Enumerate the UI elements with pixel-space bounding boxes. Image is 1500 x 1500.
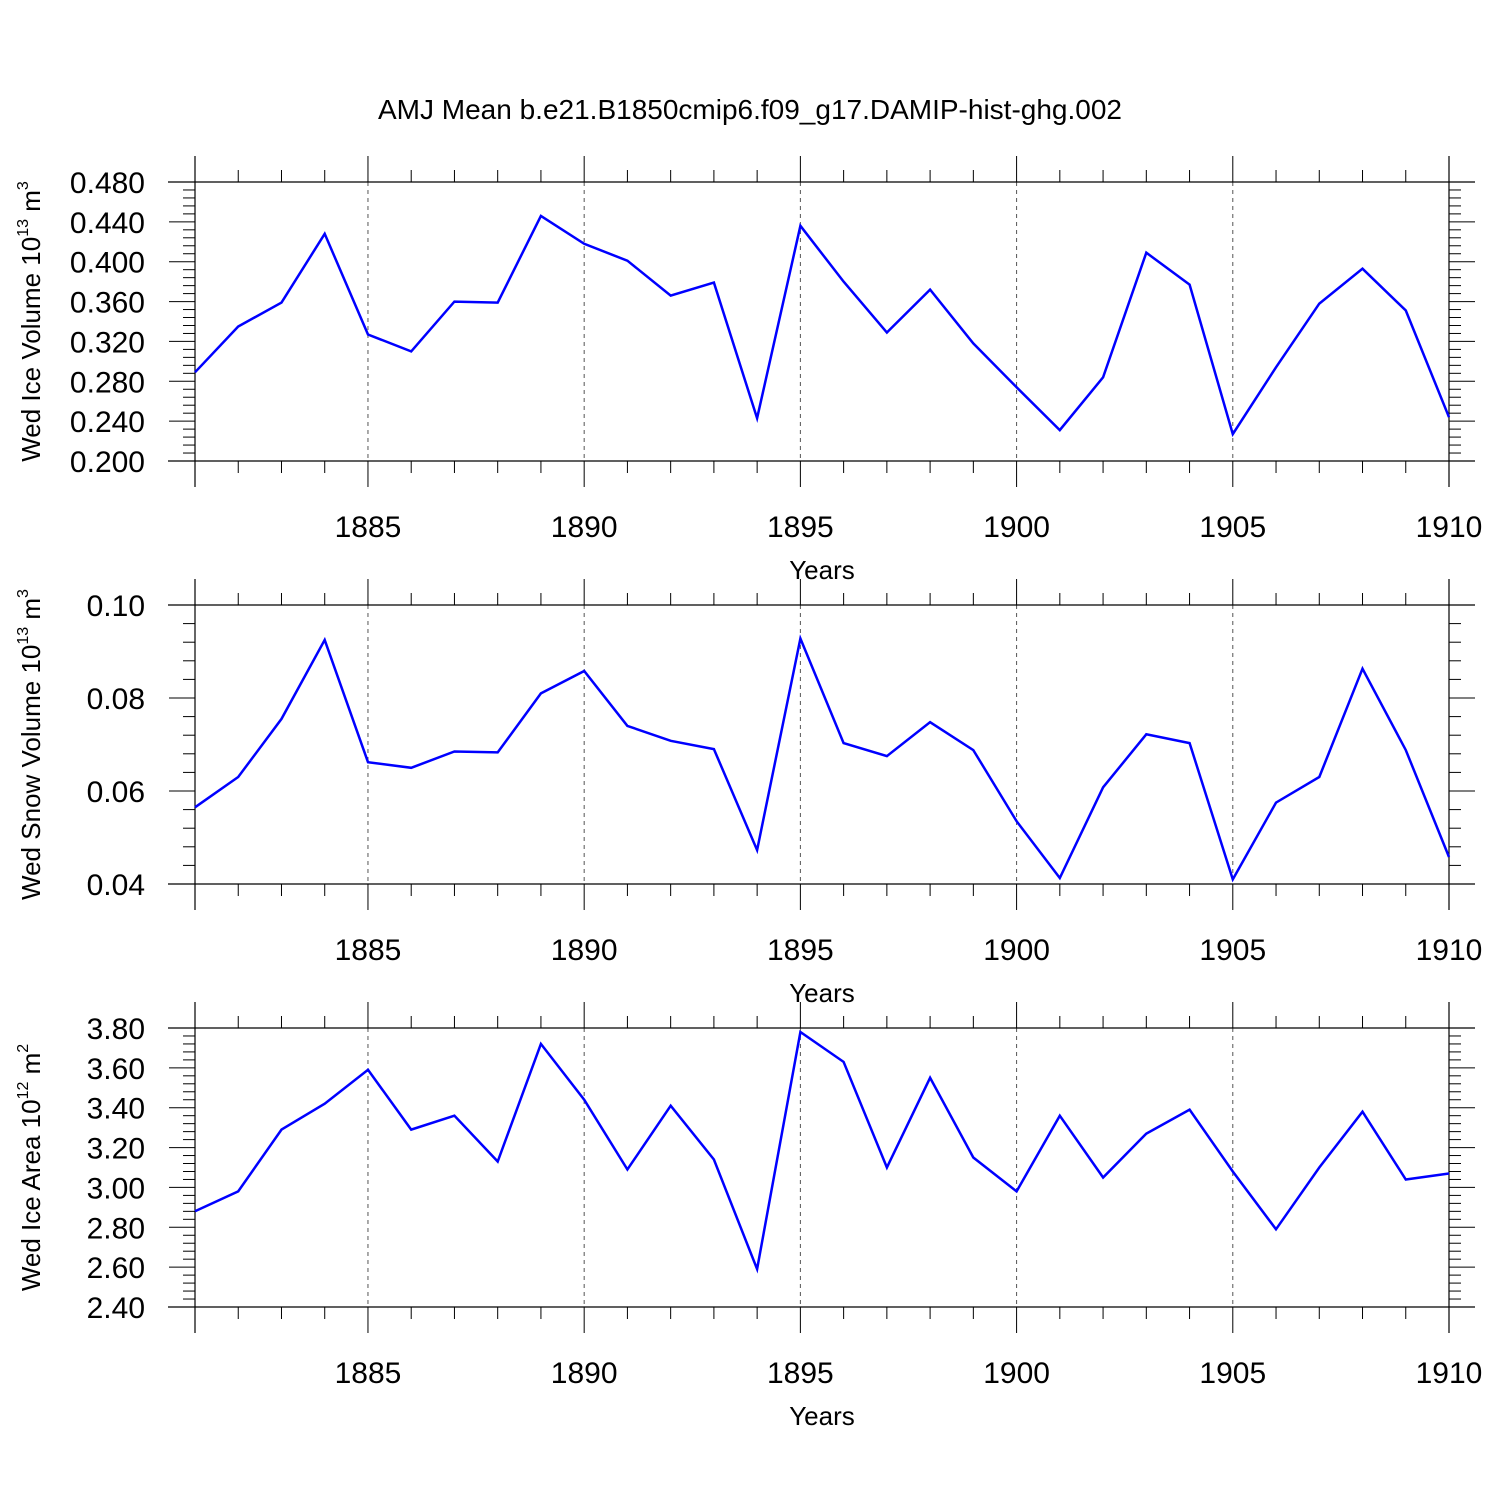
panel-3-y-tick-label: 2.80 [87, 1212, 145, 1245]
panel-2-x-tick-label: 1900 [983, 934, 1050, 967]
panel-3-x-tick-label: 1885 [335, 1357, 402, 1390]
panel-1-x-tick-label: 1900 [983, 511, 1050, 544]
panel-1-y-tick-label: 0.280 [70, 366, 145, 399]
panel-3-y-axis-label: Wed Ice Area 1012 m2 [15, 1044, 46, 1291]
panel-2-y-tick-label: 0.06 [87, 776, 145, 809]
panel-1-series-line [194, 214, 1451, 438]
panel-3-y-tick-label: 3.40 [87, 1093, 145, 1126]
panel-3-x-tick-label: 1890 [551, 1357, 618, 1390]
panel-2-x-tick-label: 1895 [767, 934, 834, 967]
panel-3-y-tick-label: 3.00 [87, 1172, 145, 1205]
panel-2-x-axis-label: Years [789, 978, 855, 1008]
panel-1-y-axis-label: Wed Ice Volume 1013 m3 [15, 181, 46, 462]
panel-1-x-tick-label: 1910 [1416, 511, 1483, 544]
panel-3-y-tick-label: 2.60 [87, 1252, 145, 1285]
panel-3-x-tick-label: 1905 [1199, 1357, 1266, 1390]
panel-1-x-tick-label: 1895 [767, 511, 834, 544]
panel-2-y-tick-label: 0.08 [87, 683, 145, 716]
panel-1-x-tick-label: 1890 [551, 511, 618, 544]
panel-2-y-tick-label: 0.10 [87, 590, 145, 623]
panel-3-series-line [194, 1029, 1450, 1274]
chart-title: AMJ Mean b.e21.B1850cmip6.f09_g17.DAMIP-… [378, 94, 1122, 125]
panel-3-y-tick-label: 3.60 [87, 1053, 145, 1086]
panel-1-x-axis-label: Years [789, 555, 855, 585]
panel-2-y-axis-label: Wed Snow Volume 1013 m3 [15, 589, 46, 900]
panel-2-series-line [194, 634, 1451, 883]
panel-1-y-tick-label: 0.440 [70, 207, 145, 240]
panel-2-x-tick-label: 1890 [551, 934, 618, 967]
panel-3-x-tick-label: 1910 [1416, 1357, 1483, 1390]
panel-2-x-tick-label: 1910 [1416, 934, 1483, 967]
panel-3-y-tick-label: 2.40 [87, 1292, 145, 1325]
panel-3-x-tick-label: 1900 [983, 1357, 1050, 1390]
panel-3-x-tick-label: 1895 [767, 1357, 834, 1390]
panel-3-y-tick-label: 3.80 [87, 1013, 145, 1046]
panel-2-x-tick-label: 1905 [1199, 934, 1266, 967]
panel-1-y-tick-label: 0.240 [70, 406, 145, 439]
panel-2-y-tick-label: 0.04 [87, 869, 145, 902]
panel-2-x-tick-label: 1885 [335, 934, 402, 967]
panel-1-y-tick-label: 0.400 [70, 247, 145, 280]
panel-1-y-tick-label: 0.480 [70, 167, 145, 200]
panel-1-x-tick-label: 1905 [1199, 511, 1266, 544]
panel-1-x-tick-label: 1885 [335, 511, 402, 544]
panel-1-y-tick-label: 0.360 [70, 287, 145, 320]
panel-1-y-tick-label: 0.200 [70, 446, 145, 479]
panel-3-y-tick-label: 3.20 [87, 1133, 145, 1166]
panel-1-y-tick-label: 0.320 [70, 326, 145, 359]
panel-3-x-axis-label: Years [789, 1401, 855, 1431]
